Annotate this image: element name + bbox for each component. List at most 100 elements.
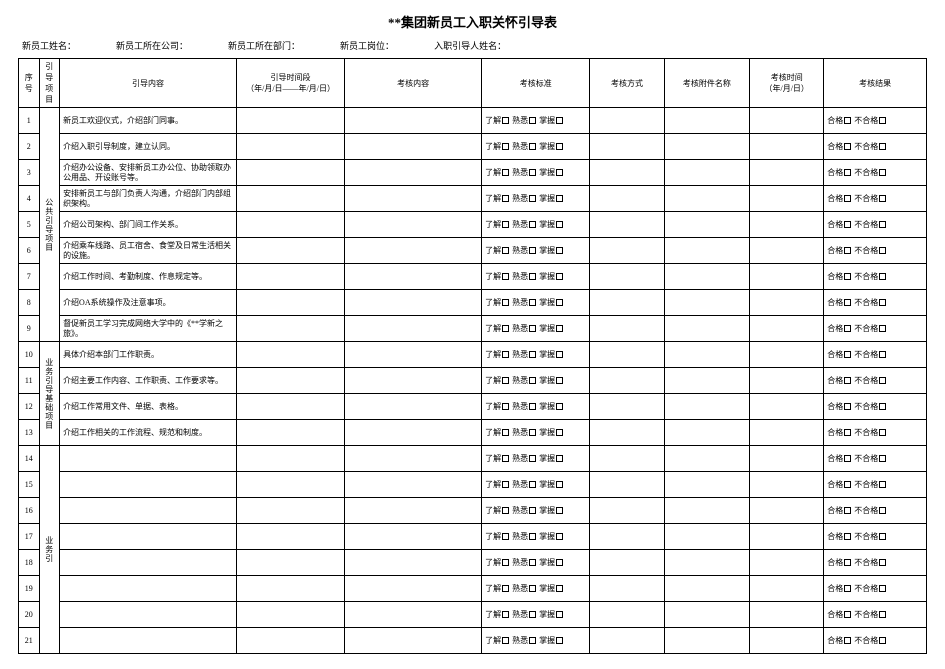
checkbox-icon[interactable] bbox=[529, 403, 536, 410]
checkbox-icon[interactable] bbox=[502, 143, 509, 150]
checkbox-icon[interactable] bbox=[879, 377, 886, 384]
checkbox-icon[interactable] bbox=[879, 611, 886, 618]
checkbox-icon[interactable] bbox=[529, 169, 536, 176]
checkbox-icon[interactable] bbox=[556, 455, 563, 462]
checkbox-icon[interactable] bbox=[879, 169, 886, 176]
checkbox-icon[interactable] bbox=[879, 247, 886, 254]
checkbox-icon[interactable] bbox=[879, 117, 886, 124]
checkbox-icon[interactable] bbox=[556, 169, 563, 176]
checkbox-icon[interactable] bbox=[502, 559, 509, 566]
checkbox-icon[interactable] bbox=[556, 559, 563, 566]
checkbox-icon[interactable] bbox=[556, 507, 563, 514]
checkbox-icon[interactable] bbox=[556, 299, 563, 306]
checkbox-icon[interactable] bbox=[879, 481, 886, 488]
checkbox-icon[interactable] bbox=[502, 611, 509, 618]
checkbox-icon[interactable] bbox=[529, 637, 536, 644]
checkbox-icon[interactable] bbox=[529, 559, 536, 566]
checkbox-icon[interactable] bbox=[879, 143, 886, 150]
checkbox-icon[interactable] bbox=[879, 325, 886, 332]
checkbox-icon[interactable] bbox=[502, 377, 509, 384]
checkbox-icon[interactable] bbox=[529, 429, 536, 436]
checkbox-icon[interactable] bbox=[879, 221, 886, 228]
checkbox-icon[interactable] bbox=[556, 637, 563, 644]
checkbox-icon[interactable] bbox=[502, 533, 509, 540]
checkbox-icon[interactable] bbox=[502, 481, 509, 488]
checkbox-icon[interactable] bbox=[879, 429, 886, 436]
checkbox-icon[interactable] bbox=[844, 273, 851, 280]
checkbox-icon[interactable] bbox=[844, 143, 851, 150]
checkbox-icon[interactable] bbox=[556, 585, 563, 592]
checkbox-icon[interactable] bbox=[879, 195, 886, 202]
checkbox-icon[interactable] bbox=[879, 533, 886, 540]
checkbox-icon[interactable] bbox=[879, 351, 886, 358]
checkbox-icon[interactable] bbox=[502, 325, 509, 332]
checkbox-icon[interactable] bbox=[529, 585, 536, 592]
checkbox-icon[interactable] bbox=[556, 143, 563, 150]
checkbox-icon[interactable] bbox=[844, 325, 851, 332]
checkbox-icon[interactable] bbox=[529, 507, 536, 514]
checkbox-icon[interactable] bbox=[529, 377, 536, 384]
checkbox-icon[interactable] bbox=[529, 611, 536, 618]
checkbox-icon[interactable] bbox=[879, 273, 886, 280]
checkbox-icon[interactable] bbox=[556, 377, 563, 384]
checkbox-icon[interactable] bbox=[529, 195, 536, 202]
checkbox-icon[interactable] bbox=[556, 221, 563, 228]
checkbox-icon[interactable] bbox=[556, 429, 563, 436]
checkbox-icon[interactable] bbox=[844, 299, 851, 306]
checkbox-icon[interactable] bbox=[529, 247, 536, 254]
checkbox-icon[interactable] bbox=[502, 247, 509, 254]
checkbox-icon[interactable] bbox=[556, 403, 563, 410]
checkbox-icon[interactable] bbox=[844, 117, 851, 124]
checkbox-icon[interactable] bbox=[502, 221, 509, 228]
checkbox-icon[interactable] bbox=[529, 481, 536, 488]
checkbox-icon[interactable] bbox=[502, 507, 509, 514]
checkbox-icon[interactable] bbox=[529, 221, 536, 228]
checkbox-icon[interactable] bbox=[844, 481, 851, 488]
checkbox-icon[interactable] bbox=[844, 247, 851, 254]
checkbox-icon[interactable] bbox=[844, 169, 851, 176]
checkbox-icon[interactable] bbox=[879, 507, 886, 514]
checkbox-icon[interactable] bbox=[529, 299, 536, 306]
checkbox-icon[interactable] bbox=[879, 403, 886, 410]
checkbox-icon[interactable] bbox=[502, 351, 509, 358]
checkbox-icon[interactable] bbox=[556, 611, 563, 618]
checkbox-icon[interactable] bbox=[844, 507, 851, 514]
checkbox-icon[interactable] bbox=[556, 481, 563, 488]
checkbox-icon[interactable] bbox=[502, 455, 509, 462]
checkbox-icon[interactable] bbox=[844, 533, 851, 540]
checkbox-icon[interactable] bbox=[844, 429, 851, 436]
checkbox-icon[interactable] bbox=[879, 455, 886, 462]
checkbox-icon[interactable] bbox=[502, 117, 509, 124]
checkbox-icon[interactable] bbox=[844, 585, 851, 592]
checkbox-icon[interactable] bbox=[879, 585, 886, 592]
checkbox-icon[interactable] bbox=[844, 221, 851, 228]
checkbox-icon[interactable] bbox=[529, 117, 536, 124]
checkbox-icon[interactable] bbox=[502, 403, 509, 410]
checkbox-icon[interactable] bbox=[844, 403, 851, 410]
checkbox-icon[interactable] bbox=[529, 273, 536, 280]
checkbox-icon[interactable] bbox=[529, 455, 536, 462]
checkbox-icon[interactable] bbox=[556, 533, 563, 540]
checkbox-icon[interactable] bbox=[529, 325, 536, 332]
checkbox-icon[interactable] bbox=[502, 429, 509, 436]
checkbox-icon[interactable] bbox=[502, 273, 509, 280]
checkbox-icon[interactable] bbox=[556, 195, 563, 202]
checkbox-icon[interactable] bbox=[556, 325, 563, 332]
checkbox-icon[interactable] bbox=[502, 585, 509, 592]
checkbox-icon[interactable] bbox=[844, 637, 851, 644]
checkbox-icon[interactable] bbox=[879, 637, 886, 644]
checkbox-icon[interactable] bbox=[844, 377, 851, 384]
checkbox-icon[interactable] bbox=[529, 533, 536, 540]
checkbox-icon[interactable] bbox=[556, 117, 563, 124]
checkbox-icon[interactable] bbox=[502, 195, 509, 202]
checkbox-icon[interactable] bbox=[529, 143, 536, 150]
checkbox-icon[interactable] bbox=[879, 559, 886, 566]
checkbox-icon[interactable] bbox=[502, 299, 509, 306]
checkbox-icon[interactable] bbox=[879, 299, 886, 306]
checkbox-icon[interactable] bbox=[502, 637, 509, 644]
checkbox-icon[interactable] bbox=[556, 351, 563, 358]
checkbox-icon[interactable] bbox=[844, 351, 851, 358]
checkbox-icon[interactable] bbox=[502, 169, 509, 176]
checkbox-icon[interactable] bbox=[844, 455, 851, 462]
checkbox-icon[interactable] bbox=[529, 351, 536, 358]
